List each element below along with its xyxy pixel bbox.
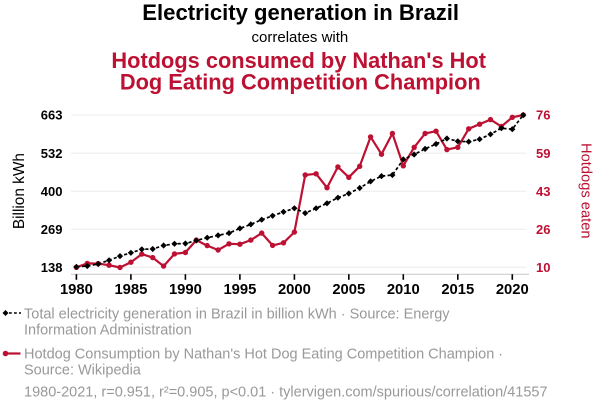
svg-text:Dog Eating Competition Champio: Dog Eating Competition Champion xyxy=(120,69,481,94)
svg-text:76: 76 xyxy=(536,108,550,123)
svg-text:138: 138 xyxy=(41,260,63,275)
svg-text:10: 10 xyxy=(536,260,550,275)
svg-text:400: 400 xyxy=(41,184,63,199)
svg-text:1980: 1980 xyxy=(60,282,93,298)
svg-text:532: 532 xyxy=(41,146,63,161)
svg-text:1990: 1990 xyxy=(169,282,202,298)
svg-text:correlates with: correlates with xyxy=(252,29,349,46)
svg-text:1995: 1995 xyxy=(223,282,256,298)
svg-text:43: 43 xyxy=(536,184,550,199)
svg-text:2000: 2000 xyxy=(278,282,311,298)
svg-text:Hotdogs eaten: Hotdogs eaten xyxy=(578,143,594,239)
svg-text:Information Administration: Information Administration xyxy=(24,322,192,338)
svg-text:663: 663 xyxy=(41,108,63,123)
svg-text:26: 26 xyxy=(536,222,550,237)
svg-text:Hotdog Consumption by Nathan's: Hotdog Consumption by Nathan's Hot Dog E… xyxy=(24,346,503,362)
svg-text:59: 59 xyxy=(536,146,550,161)
svg-text:1980-2021, r=0.951, r²=0.905,: 1980-2021, r=0.951, r²=0.905, p<0.01 · t… xyxy=(24,385,548,401)
svg-text:269: 269 xyxy=(41,222,63,237)
svg-text:2010: 2010 xyxy=(387,282,420,298)
svg-text:2020: 2020 xyxy=(496,282,529,298)
svg-text:2015: 2015 xyxy=(441,282,474,298)
svg-text:2005: 2005 xyxy=(332,282,365,298)
svg-text:Billion kWh: Billion kWh xyxy=(11,153,28,229)
svg-text:Electricity generation in Braz: Electricity generation in Brazil xyxy=(142,0,459,25)
svg-text:Source: Wikipedia: Source: Wikipedia xyxy=(24,362,142,378)
svg-text:Total electricity generation i: Total electricity generation in Brazil i… xyxy=(24,306,450,322)
svg-text:1985: 1985 xyxy=(114,282,147,298)
svg-text:Hotdogs consumed by Nathan's H: Hotdogs consumed by Nathan's Hot xyxy=(111,48,486,73)
